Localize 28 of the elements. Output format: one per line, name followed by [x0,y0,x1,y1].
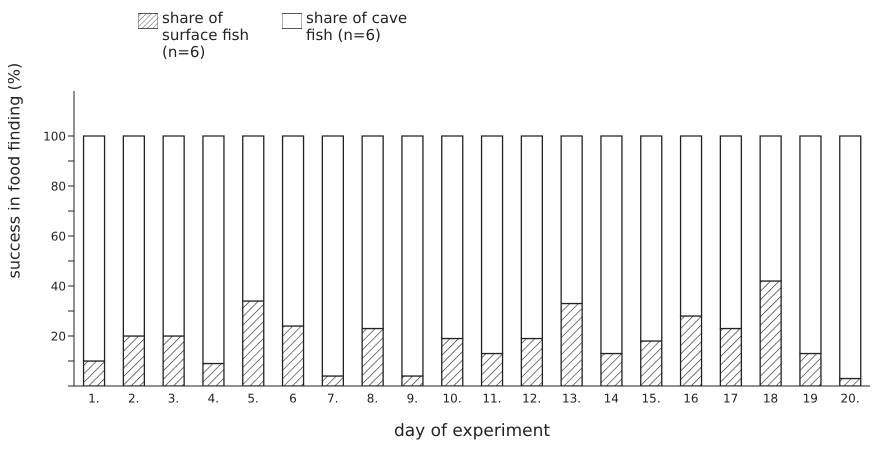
legend-label: share of surface fish (n=6) [162,9,250,61]
x-tick-label: 13. [562,392,582,406]
x-tick-label: 4. [208,392,220,406]
x-tick-label: 11. [482,392,502,406]
x-tick-label: 18 [762,392,778,406]
x-tick-label: 3. [168,392,180,406]
x-tick-label: 15. [642,392,661,406]
x-tick-label: 2. [128,392,140,406]
x-tick-label: 1. [88,392,100,406]
y-tick-label: 80 [50,179,66,194]
x-tick-label: 10. [442,392,462,406]
legend-label: share of cave fish (n=6) [306,9,408,44]
y-tick-label: 20 [50,329,66,344]
y-tick-label: 60 [50,229,66,244]
x-tick-label: 6 [289,392,297,406]
x-tick-label: 7. [326,392,338,406]
x-tick-label: 12. [522,392,542,406]
y-tick-label: 40 [50,279,66,294]
x-tick-label: 17 [723,392,738,406]
x-tick-label: 8. [366,392,378,406]
x-tick-label: 16 [683,392,699,406]
x-axis-title: day of experiment [394,421,550,441]
y-tick-label: 100 [43,129,66,144]
x-tick-label: 20. [840,392,860,406]
x-tick-label: 14 [604,392,619,406]
x-tick-label: 19 [802,392,818,406]
x-tick-label: 9. [406,392,418,406]
x-tick-label: 5. [247,392,259,406]
